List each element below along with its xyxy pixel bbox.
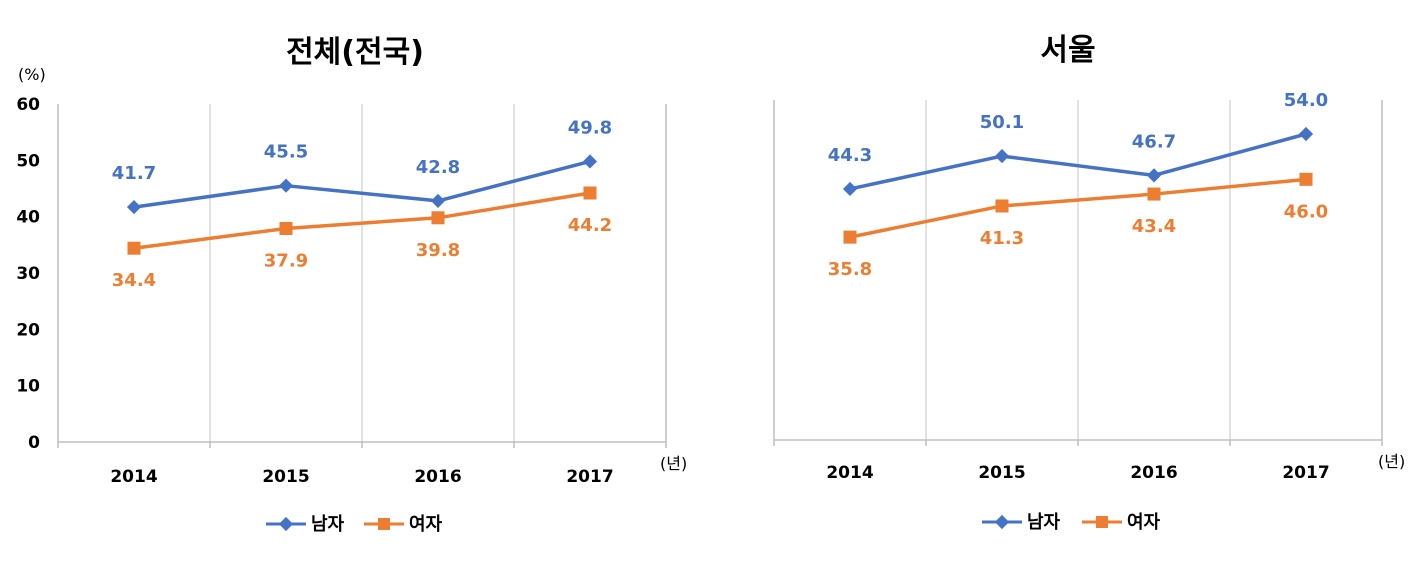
data-label-female: 46.0 (1284, 201, 1328, 222)
data-label-male: 41.7 (112, 163, 156, 184)
data-label-male: 44.3 (828, 145, 872, 166)
data-point-female[interactable] (583, 186, 597, 200)
axes: 2014 2015 2016 2017 (773, 439, 1383, 483)
legend-marker-square (378, 518, 390, 530)
series-line-male (133, 159, 591, 209)
y-axis-unit: (%) (18, 65, 46, 84)
legend-label-male: 남자 (311, 514, 345, 535)
data-label-male: 49.8 (568, 117, 612, 138)
x-tick-label: 2014 (826, 463, 873, 483)
x-tick-label: 2014 (110, 467, 157, 487)
x-tick-label: 2017 (1282, 463, 1329, 483)
gridlines (773, 100, 1383, 440)
legend-item-female[interactable]: 여자 (364, 514, 443, 535)
data-point-female[interactable] (995, 199, 1009, 213)
legend-item-female[interactable]: 여자 (1082, 512, 1161, 533)
chart-title: 서울 (1040, 33, 1095, 68)
series-line-female (133, 191, 591, 250)
chart-national: 전체(전국) (%) (년) 0 10 20 30 40 50 60 2014 2015 2016… (16, 35, 687, 535)
gridlines (209, 104, 667, 442)
x-axis-unit: (년) (1378, 452, 1405, 471)
chart-title: 전체(전국) (286, 35, 424, 70)
y-tick-label: 40 (16, 208, 40, 228)
data-label-male: 42.8 (416, 157, 460, 178)
x-tick-label: 2016 (1130, 463, 1177, 483)
data-label-female: 39.8 (416, 240, 460, 261)
legend-marker-square (1096, 516, 1108, 528)
data-label-female: 41.3 (980, 228, 1024, 249)
data-point-male[interactable] (278, 178, 294, 193)
legend: 남자 여자 (266, 514, 443, 535)
legend-item-male[interactable]: 남자 (982, 512, 1061, 533)
data-label-female: 44.2 (568, 215, 612, 236)
y-tick-label: 50 (16, 151, 40, 171)
axes: 0 10 20 30 40 50 60 2014 2015 2016 2017 (16, 95, 667, 487)
plot-series: 41.7 45.5 42.8 49.8 34.4 37.9 39.8 44.2 (112, 117, 612, 291)
legend-item-male[interactable]: 남자 (266, 514, 345, 535)
data-point-female[interactable] (1299, 172, 1313, 186)
data-point-male[interactable] (842, 181, 858, 197)
data-label-female: 35.8 (828, 259, 872, 280)
data-point-male[interactable] (1298, 126, 1314, 142)
data-point-male[interactable] (430, 193, 446, 208)
data-label-female: 34.4 (112, 270, 156, 291)
data-point-female[interactable] (843, 230, 857, 244)
x-tick-label: 2016 (414, 467, 461, 487)
data-label-male: 45.5 (264, 142, 308, 163)
data-point-male[interactable] (994, 149, 1010, 164)
data-point-male[interactable] (582, 154, 598, 169)
legend-marker-diamond (994, 514, 1010, 530)
data-label-male: 46.7 (1132, 131, 1176, 152)
data-point-female[interactable] (1147, 187, 1161, 201)
legend: 남자 여자 (982, 512, 1161, 533)
plot-series: 44.3 50.1 46.7 54.0 35.8 41.3 43.4 46.0 (828, 90, 1328, 280)
legend-label-female: 여자 (409, 514, 443, 535)
series-line-female (849, 177, 1307, 239)
data-point-male[interactable] (126, 200, 142, 215)
data-point-male[interactable] (1146, 168, 1162, 183)
y-tick-label: 30 (16, 264, 40, 284)
y-tick-label: 10 (16, 377, 40, 397)
chart-seoul: 서울 (년) 2014 2015 2016 2017 44.3 50.1 46.7 54.0… (773, 33, 1405, 533)
data-point-female[interactable] (431, 211, 445, 225)
data-label-male: 54.0 (1284, 90, 1328, 111)
x-tick-label: 2015 (262, 467, 309, 487)
data-label-female: 43.4 (1132, 216, 1176, 237)
y-tick-label: 0 (28, 433, 40, 453)
data-label-male: 50.1 (980, 112, 1024, 133)
data-point-female[interactable] (127, 241, 141, 255)
legend-label-female: 여자 (1127, 512, 1161, 533)
data-point-female[interactable] (279, 221, 293, 235)
data-label-female: 37.9 (264, 250, 308, 271)
y-tick-label: 60 (16, 95, 40, 115)
legend-marker-diamond (278, 516, 294, 532)
legend-label-male: 남자 (1027, 512, 1061, 533)
series-line-male (849, 132, 1307, 191)
x-tick-label: 2015 (978, 463, 1025, 483)
x-tick-label: 2017 (566, 467, 613, 487)
x-axis-unit: (년) (660, 454, 687, 473)
y-tick-label: 20 (16, 320, 40, 340)
